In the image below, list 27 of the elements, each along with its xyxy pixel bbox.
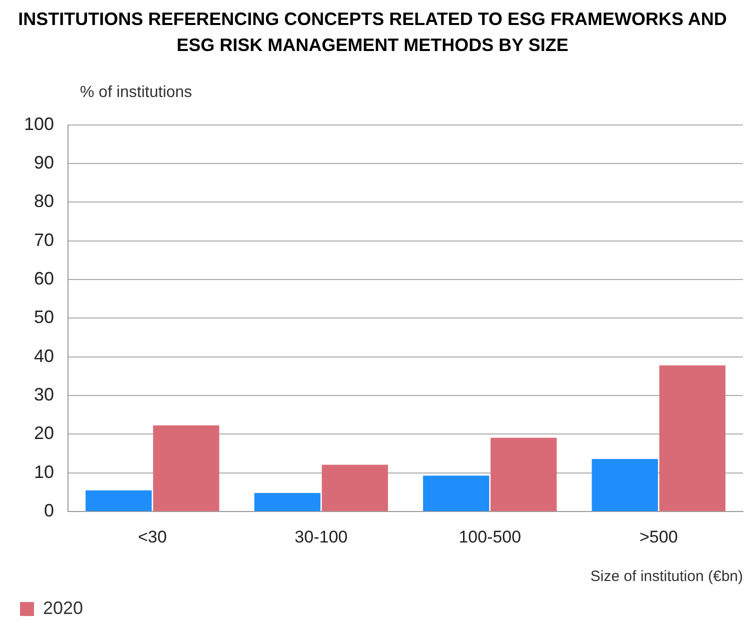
y-tick-label: 60 — [34, 268, 54, 288]
y-tick-label: 20 — [34, 423, 54, 444]
bar — [423, 476, 490, 512]
x-tick-label: 30-100 — [294, 527, 348, 546]
y-tick-label: 30 — [34, 384, 54, 405]
y-tick-label: 0 — [44, 500, 54, 521]
x-axis-title: Size of institution (€bn) — [590, 568, 744, 586]
bar — [592, 458, 658, 512]
bar — [86, 490, 152, 512]
y-tick-label: 100 — [24, 114, 54, 134]
bar — [490, 438, 557, 512]
y-axis-title: % of institutions — [80, 84, 192, 102]
y-tick-label: 50 — [34, 307, 54, 328]
y-tick-label: 10 — [34, 462, 54, 482]
y-tick-label: 90 — [34, 152, 54, 172]
y-tick-label: 70 — [34, 230, 54, 250]
bar — [254, 493, 320, 512]
y-tick-label: 40 — [34, 346, 54, 366]
bar — [659, 365, 726, 512]
chart-title: INSTITUTIONS REFERENCING CONCEPTS RELATED TO ESG FRAMEWORKS AND ESG RISK MANAGEMENT METHODS BY SIZE — [17, 8, 728, 57]
x-tick-label: <30 — [138, 527, 167, 546]
legend-label: 2020 — [43, 598, 84, 618]
x-tick-label: 100-500 — [458, 527, 522, 546]
y-tick-label: 80 — [34, 191, 54, 212]
x-tick-label: >500 — [639, 527, 678, 546]
bar — [322, 464, 388, 512]
bar — [153, 425, 220, 512]
